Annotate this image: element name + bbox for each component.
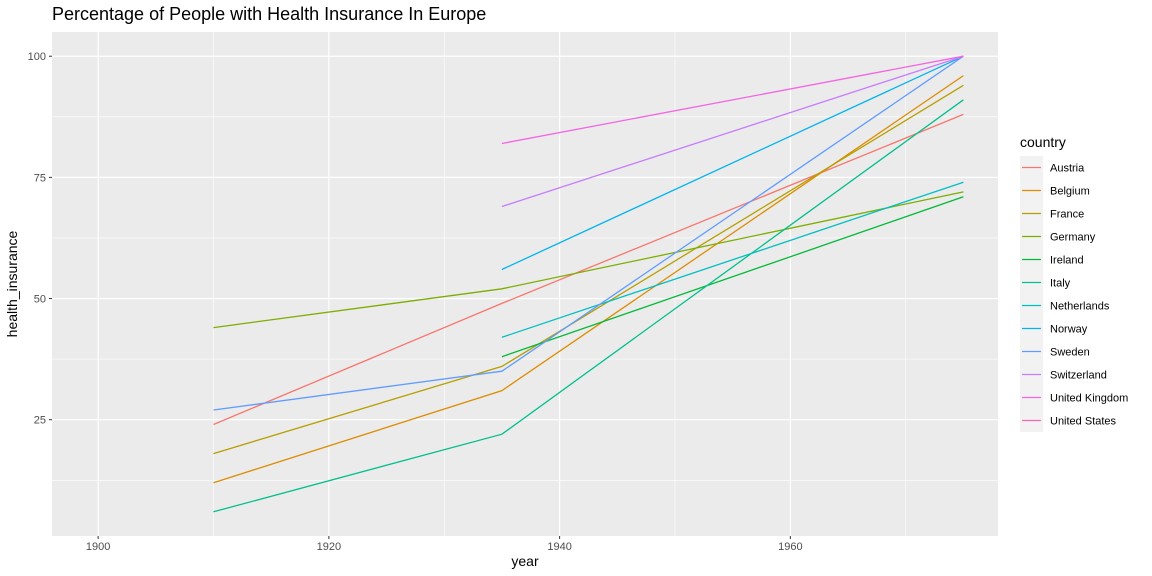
legend: country Austria Belgium France Germany Irela… [1020,134,1128,432]
legend-label: Ireland [1050,255,1084,267]
y-tick-label: 25 [34,415,46,427]
legend-item: United Kingdom [1020,386,1128,409]
legend-label: Germany [1050,232,1096,244]
x-tick-label: 1960 [778,541,802,553]
legend-label: Norway [1050,324,1088,336]
legend-item: Norway [1020,317,1088,340]
series-line-ireland [501,196,964,358]
legend-title: country [1020,134,1066,150]
legend-label: France [1050,209,1084,221]
y-axis: 25 50 75 100 [28,51,52,427]
series-line-austria [213,113,964,426]
x-tick-label: 1940 [547,541,571,553]
series-line-france [213,84,964,455]
x-tick-label: 1900 [86,541,110,553]
legend-item: Switzerland [1020,363,1107,386]
legend-label: Netherlands [1050,301,1110,313]
legend-label: Italy [1050,278,1071,290]
legend-item: Italy [1020,271,1071,294]
legend-item: Germany [1020,225,1096,248]
legend-item: Ireland [1020,248,1084,271]
major-gridlines [52,32,998,536]
series-lines [213,55,964,513]
y-axis-title: health_insurance [4,230,20,337]
series-line-belgium [213,75,964,484]
legend-item: Belgium [1020,179,1090,202]
x-axis-title: year [511,553,539,569]
legend-label: Switzerland [1050,370,1107,382]
legend-item: Netherlands [1020,294,1110,317]
legend-label: Belgium [1050,186,1090,198]
series-line-italy [213,99,964,513]
legend-label: United Kingdom [1050,393,1128,405]
series-line-switzerland [501,55,964,208]
legend-item: Sweden [1020,340,1090,363]
y-tick-label: 50 [34,294,46,306]
legend-label: Austria [1050,163,1085,175]
legend-label: Sweden [1050,347,1090,359]
legend-item: France [1020,202,1084,225]
y-tick-label: 75 [34,172,46,184]
y-tick-label: 100 [28,51,46,63]
series-line-germany [213,191,964,329]
series-line-sweden [213,55,964,411]
x-axis: 1900 1920 1940 1960 [86,536,803,553]
legend-item: United States [1020,409,1117,432]
minor-gridlines [52,32,998,536]
series-line-united-kingdom [501,55,964,145]
chart-title: Percentage of People with Health Insuran… [52,4,486,24]
series-line-netherlands [501,181,964,338]
legend-label: United States [1050,416,1117,428]
legend-item: Austria [1020,156,1085,179]
series-line-norway [501,55,964,271]
x-tick-label: 1920 [317,541,341,553]
